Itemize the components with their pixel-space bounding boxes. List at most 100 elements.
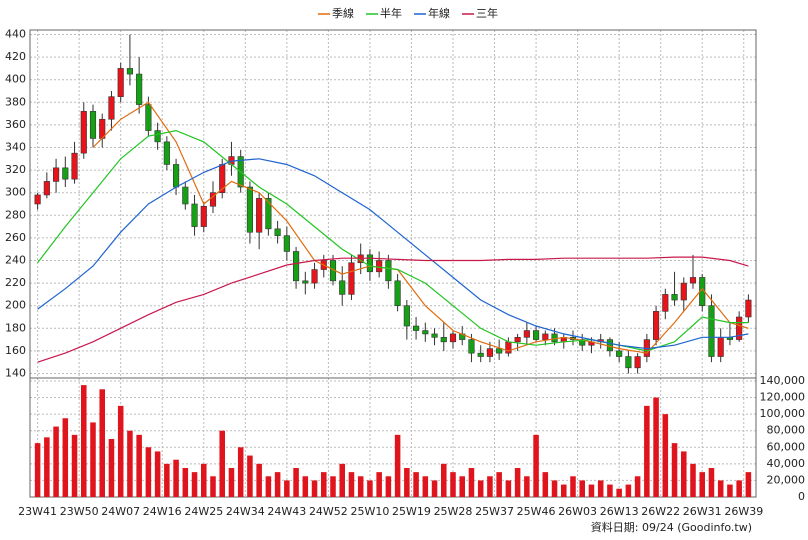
x-tick-label: 26W31 — [683, 505, 722, 518]
ma-line — [92, 101, 749, 354]
candle-body — [145, 104, 152, 131]
y-tick-label: 400 — [5, 73, 26, 86]
volume-bar — [182, 467, 189, 497]
volume-bar — [71, 434, 78, 497]
volume-bar — [53, 426, 59, 497]
volume-bar — [450, 472, 456, 497]
candle-body — [256, 198, 263, 233]
volume-bar — [44, 437, 50, 497]
volume-bar — [422, 476, 429, 497]
volume-bar — [394, 434, 401, 497]
x-tick-label: 23W50 — [60, 505, 99, 518]
candle-body — [717, 337, 724, 357]
volume-bar — [699, 472, 705, 497]
volume-bar — [468, 467, 475, 497]
volume-bar — [717, 480, 724, 497]
candle-body — [689, 277, 697, 284]
volume-bar — [136, 434, 142, 497]
x-tick-label: 25W19 — [392, 505, 431, 518]
candle-body — [625, 356, 632, 369]
y-tick-label: 320 — [5, 163, 26, 176]
candle-body — [89, 111, 97, 139]
y-tick-label: 360 — [5, 118, 26, 131]
y-tick-label: 440 — [5, 28, 26, 41]
candle-body — [34, 194, 41, 205]
legend-label: 半年 — [380, 6, 402, 20]
volume-bar — [81, 385, 87, 497]
candle-body — [422, 330, 429, 335]
volume-bar — [524, 476, 530, 497]
x-tick-label: 26W03 — [558, 505, 597, 518]
volume-frame — [29, 377, 757, 498]
candle-body — [283, 235, 290, 252]
volume-bar — [542, 472, 549, 497]
candle-body — [265, 198, 272, 230]
x-tick-label: 26W13 — [600, 505, 639, 518]
volume-bar — [634, 476, 641, 497]
x-tick-label: 24W07 — [101, 505, 140, 518]
volume-bar — [164, 463, 170, 497]
x-tick-label: 25W37 — [475, 505, 514, 518]
ma-line — [37, 129, 749, 352]
volume-bar — [237, 447, 244, 497]
volume-bar — [625, 484, 632, 497]
y-tick-label: 160 — [5, 344, 26, 357]
x-tick-label: 24W52 — [309, 505, 348, 518]
candle-body — [496, 348, 503, 354]
volume-bar — [173, 459, 179, 497]
candle-body — [274, 228, 281, 236]
candle-body — [246, 186, 253, 233]
volume-bar — [90, 422, 96, 497]
legend-label: 三年 — [476, 6, 498, 20]
candle-body — [182, 186, 189, 205]
candle-body — [394, 280, 401, 306]
candle-body — [579, 339, 586, 346]
ma-line — [37, 256, 749, 363]
candle-body — [514, 337, 521, 343]
volume-bar — [321, 472, 327, 497]
x-tick-label: 24W43 — [267, 505, 306, 518]
candle-body — [43, 181, 50, 196]
candle-body — [634, 356, 641, 369]
y-tick-label: 200 — [5, 299, 26, 312]
volume-tick-label: 100,000 — [760, 407, 806, 420]
candle-body — [653, 311, 660, 340]
volume-bar — [413, 472, 419, 497]
candle-body — [468, 339, 475, 354]
candle-body — [302, 280, 309, 284]
x-tick-label: 25W28 — [434, 505, 473, 518]
volume-bar — [533, 434, 539, 497]
volume-bar — [431, 480, 438, 497]
candle-body — [80, 111, 87, 154]
volume-bar — [727, 484, 733, 497]
candle-body — [477, 352, 484, 357]
volume-bar — [228, 467, 235, 497]
candle-body — [533, 330, 540, 340]
volume-bar — [551, 480, 558, 497]
volume-bar — [145, 447, 152, 497]
volume-bar — [561, 484, 567, 497]
volume-bar — [579, 480, 585, 497]
volume-bar — [99, 389, 105, 497]
candle-body — [173, 164, 180, 188]
candle-body — [708, 305, 715, 357]
candle-body — [191, 203, 198, 227]
candle-body — [736, 316, 743, 340]
volume-bar — [708, 467, 715, 497]
volume-bar — [736, 480, 742, 497]
candle-body — [616, 350, 623, 357]
y-tick-label: 300 — [5, 186, 26, 199]
volume-bar — [662, 414, 669, 497]
volume-bar — [459, 476, 465, 497]
candle-body — [431, 333, 438, 338]
candle-body — [486, 348, 493, 357]
candle-body — [163, 141, 170, 165]
volume-bar — [191, 472, 198, 497]
volume-tick-label: 80,000 — [767, 424, 806, 437]
x-tick-label: 24W16 — [143, 505, 182, 518]
volume-bar — [367, 480, 373, 497]
volume-bar — [496, 472, 502, 497]
volume-bar — [284, 480, 290, 497]
legend-label: 年線 — [428, 6, 450, 20]
volume-bar — [588, 484, 595, 497]
